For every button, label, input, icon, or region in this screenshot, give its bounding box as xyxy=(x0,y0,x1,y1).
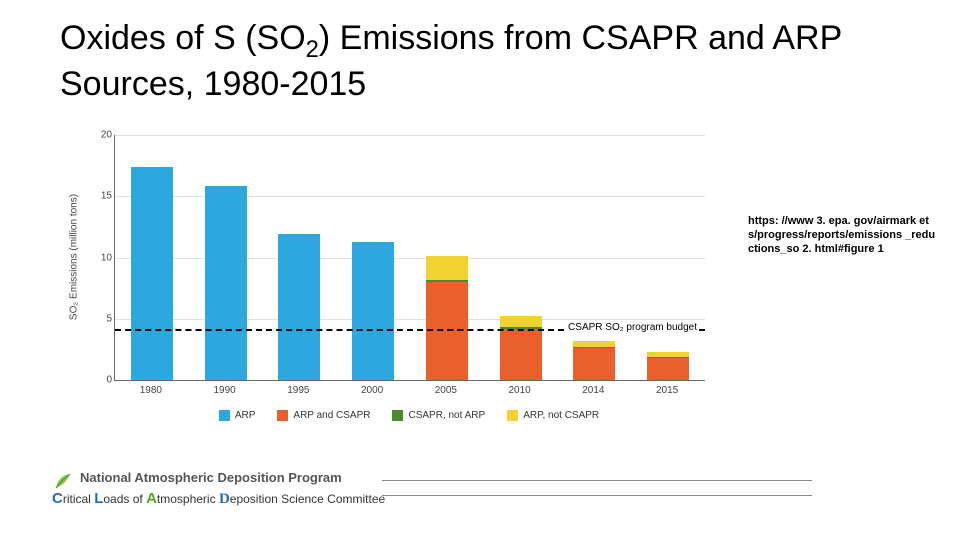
footer-line1: National Atmospheric Deposition Program xyxy=(80,470,342,485)
legend-label: CSAPR, not ARP xyxy=(408,410,485,421)
legend-label: ARP xyxy=(235,410,256,421)
bar-segment-arp_not_csapr xyxy=(426,256,468,281)
grid-line xyxy=(115,258,705,259)
y-axis-label: SO₂ Emissions (million tons) xyxy=(69,194,80,320)
bar-group xyxy=(573,341,615,380)
grid-line xyxy=(115,196,705,197)
budget-line-label: CSAPR SO₂ program budget xyxy=(566,322,699,333)
bar-segment-arp xyxy=(131,167,173,380)
legend-item: ARP xyxy=(219,410,256,421)
legend-label: ARP and CSAPR xyxy=(293,410,370,421)
grid-line xyxy=(115,135,705,136)
x-tick-label: 2014 xyxy=(582,385,604,396)
legend-swatch xyxy=(277,410,288,421)
footer-rules xyxy=(382,480,812,510)
x-tick-label: 2015 xyxy=(656,385,678,396)
slide-title: Oxides of S (SO2) Emissions from CSAPR a… xyxy=(60,18,900,104)
bar-group xyxy=(500,316,542,380)
y-tick-label: 10 xyxy=(98,252,112,263)
bar-segment-arp_and_csapr xyxy=(500,329,542,380)
footer-line2: Critical Loads of Atmospheric Deposition… xyxy=(52,490,385,508)
bar-group xyxy=(205,186,247,380)
y-tick-label: 5 xyxy=(98,313,112,324)
bar-group xyxy=(426,256,468,380)
x-tick-label: 2010 xyxy=(509,385,531,396)
legend-swatch xyxy=(392,410,403,421)
title-pre: Oxides of S (SO xyxy=(60,19,306,57)
legend-swatch xyxy=(219,410,230,421)
leaf-icon xyxy=(52,470,74,492)
bar-group xyxy=(278,234,320,380)
grid-line xyxy=(115,319,705,320)
bar-segment-arp xyxy=(352,242,394,380)
source-url: https: //www 3. epa. gov/airmark ets/pro… xyxy=(748,215,938,256)
emissions-chart: SO₂ Emissions (million tons) CSAPR SO₂ p… xyxy=(54,135,734,455)
legend-label: ARP, not CSAPR xyxy=(523,410,599,421)
x-tick-label: 1990 xyxy=(214,385,236,396)
bar-segment-arp_and_csapr xyxy=(426,282,468,380)
y-tick-label: 15 xyxy=(98,191,112,202)
bar-segment-arp xyxy=(205,186,247,380)
bar-group xyxy=(647,352,689,380)
bar-segment-arp_and_csapr xyxy=(647,358,689,380)
legend-item: ARP and CSAPR xyxy=(277,410,370,421)
bar-group xyxy=(352,242,394,380)
plot-area: CSAPR SO₂ program budget xyxy=(114,135,705,381)
title-sub: 2 xyxy=(306,36,319,63)
x-tick-label: 2000 xyxy=(361,385,383,396)
legend-swatch xyxy=(507,410,518,421)
x-tick-label: 1995 xyxy=(287,385,309,396)
bar-group xyxy=(131,167,173,380)
chart-legend: ARP ARP and CSAPR CSAPR, not ARP ARP, not C… xyxy=(114,410,704,421)
x-tick-label: 1980 xyxy=(140,385,162,396)
legend-item: CSAPR, not ARP xyxy=(392,410,485,421)
slide-footer: National Atmospheric Deposition Program … xyxy=(52,470,912,520)
legend-item: ARP, not CSAPR xyxy=(507,410,599,421)
bar-segment-arp_not_csapr xyxy=(500,316,542,327)
x-tick-label: 2005 xyxy=(435,385,457,396)
y-tick-label: 0 xyxy=(98,375,112,386)
y-tick-label: 20 xyxy=(98,130,112,141)
bar-segment-arp xyxy=(278,234,320,380)
bar-segment-arp_and_csapr xyxy=(573,348,615,380)
